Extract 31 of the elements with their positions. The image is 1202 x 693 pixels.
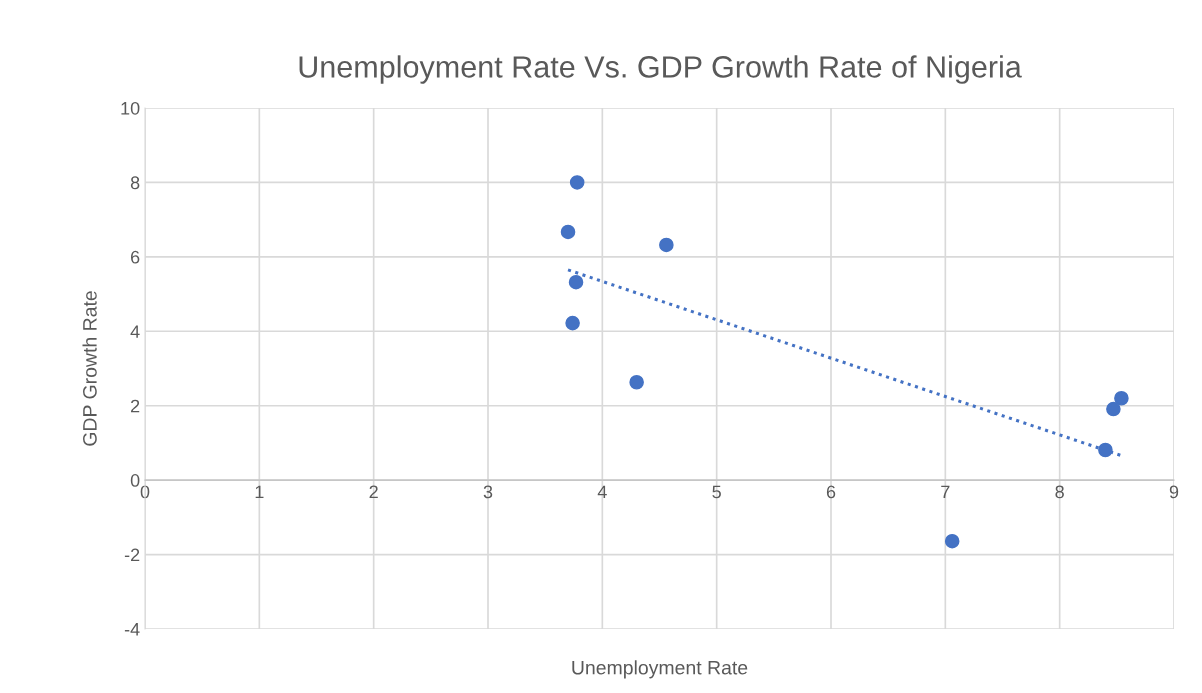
y-axis-title: GDP Growth Rate [82,291,97,446]
y-tick-label: 0 [130,474,140,487]
x-tick-label: 0 [140,485,150,499]
point [569,175,585,190]
y-tick-label: 6 [131,250,140,264]
point [629,374,644,390]
point [568,274,584,290]
y-tick-label: 4 [130,325,140,338]
x-tick-label: 4 [597,485,607,499]
y-tick-label: 2 [131,399,140,413]
x-tick-label: 7 [941,485,950,499]
x-tick-label: 5 [712,485,721,499]
point [944,533,960,549]
point [560,224,576,240]
point [565,315,580,331]
y-tick-label: 10 [121,101,140,115]
y-tick-label: 8 [130,176,140,190]
x-axis-title: Unemployment Rate [572,660,748,679]
point [659,237,674,253]
x-tick-label: 6 [826,485,836,499]
point [1114,390,1129,406]
y-tick-label: -2 [124,548,140,562]
point [1106,401,1121,417]
point [1098,442,1113,458]
x-tick-label: 1 [255,485,264,499]
y-tick-label: -4 [124,623,140,636]
x-tick-label: 9 [1169,485,1179,499]
x-tick-label: 2 [369,485,378,499]
x-tick-label: 8 [1055,485,1064,499]
x-tick-label: 3 [483,485,493,499]
chart-title: Unemployment Rate Vs. GDP Growth Rate of Nigeria [299,55,1022,84]
